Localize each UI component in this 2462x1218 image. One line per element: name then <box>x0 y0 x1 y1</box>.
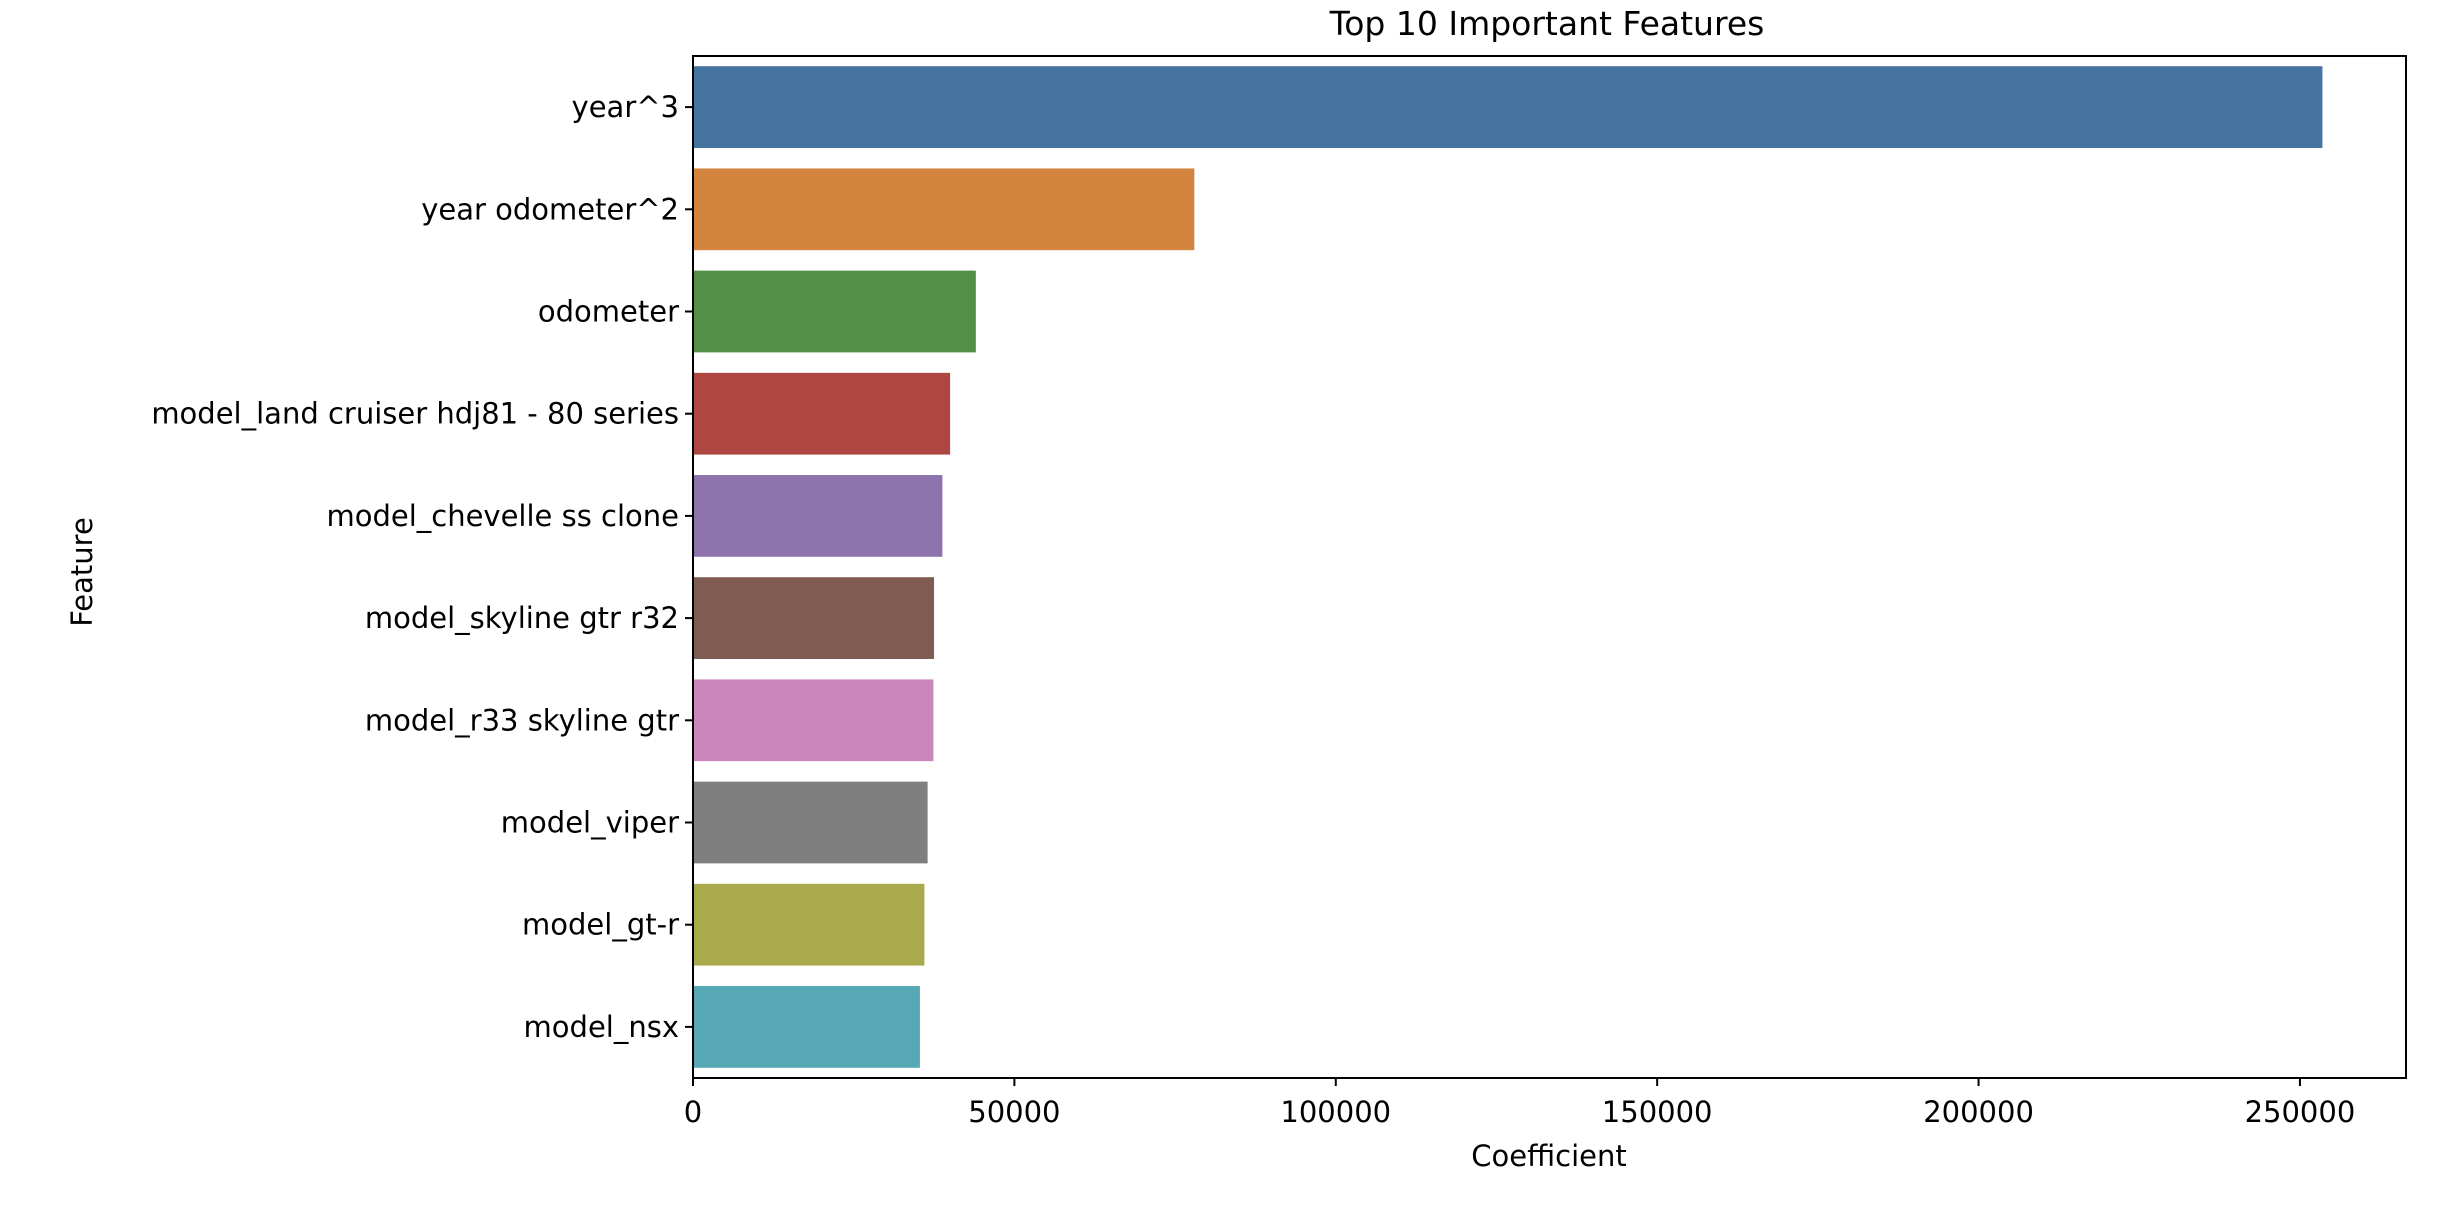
x-tick-label-5: 250000 <box>2245 1095 2356 1129</box>
bar-0 <box>693 66 2323 148</box>
y-tick-label-6: model_r33 skyline gtr <box>365 703 679 737</box>
x-tick-label-2: 100000 <box>1280 1095 1391 1129</box>
x-axis-label: Coefficient <box>1471 1139 1626 1173</box>
bar-7 <box>693 781 928 864</box>
plot-frame <box>692 55 2407 1079</box>
bars-group <box>693 66 2323 1068</box>
bar-3 <box>693 372 951 455</box>
y-tick-label-7: model_viper <box>501 806 679 840</box>
x-tick-label-4: 200000 <box>1923 1095 2034 1129</box>
bar-6 <box>693 679 934 762</box>
x-tick-group: 0 50000 100000 150000 200000 250000 <box>684 1078 2356 1129</box>
bar-4 <box>693 475 943 557</box>
x-tick-label-0: 0 <box>684 1095 702 1129</box>
y-tick-label-1: year odometer^2 <box>421 192 679 226</box>
bar-5 <box>693 577 935 659</box>
x-tick-label-3: 150000 <box>1602 1095 1713 1129</box>
y-tick-label-5: model_skyline gtr r32 <box>365 601 679 635</box>
bar-1 <box>693 168 1195 251</box>
bar-9 <box>693 986 920 1068</box>
y-tick-label-0: year^3 <box>572 90 679 124</box>
chart-title: Top 10 Important Features <box>1329 4 1765 43</box>
y-tick-label-9: model_nsx <box>524 1010 679 1044</box>
bar-8 <box>693 883 925 966</box>
y-tick-label-3: model_land cruiser hdj81 - 80 series <box>151 397 679 431</box>
y-tick-label-4: model_chevelle ss clone <box>326 499 679 533</box>
y-axis-label: Feature <box>65 517 99 627</box>
y-tick-label-2: odometer <box>538 295 679 329</box>
y-tick-group: year^3 year odometer^2 odometer model_land … <box>151 90 693 1044</box>
x-tick-label-1: 50000 <box>968 1095 1060 1129</box>
bar-2 <box>693 270 976 353</box>
y-tick-label-8: model_gt-r <box>522 908 679 942</box>
